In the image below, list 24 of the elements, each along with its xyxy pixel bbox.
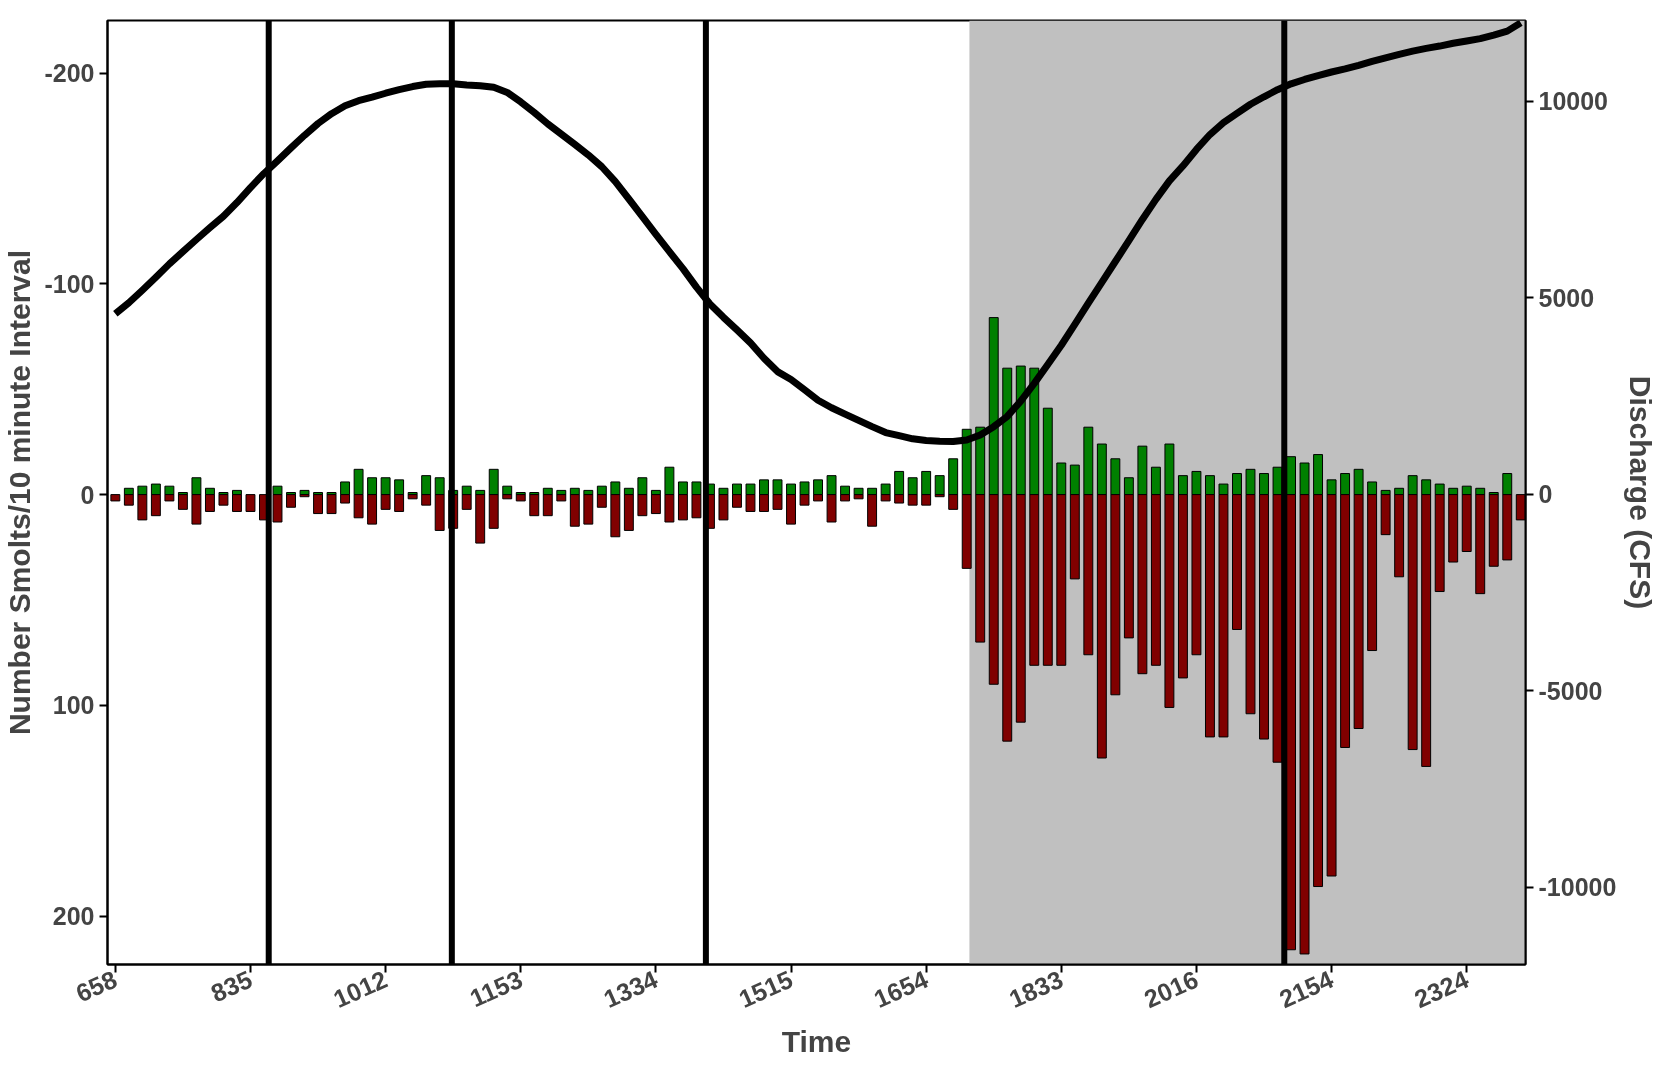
x-tick-label: 1153 — [465, 964, 527, 1013]
y2-axis-title: Discharge (CFS) — [1624, 375, 1658, 610]
x-tick-label: 1515 — [734, 964, 797, 1013]
x-tick-label: 1334 — [599, 964, 662, 1013]
y-axis-title: Number Smolts/10 minute Interval — [3, 249, 37, 736]
y2-tick-label: 5000 — [1538, 283, 1595, 312]
y-tick-label: -100 — [44, 269, 95, 298]
y-tick-label: 0 — [80, 480, 95, 509]
x-tick-label: 1833 — [1004, 964, 1068, 1013]
y-tick-label: 100 — [52, 691, 95, 720]
y2-tick-label: 0 — [1538, 480, 1553, 509]
x-tick-label: 835 — [206, 964, 257, 1008]
y2-tick-label: 10000 — [1538, 87, 1609, 116]
x-tick-label: 1654 — [869, 964, 932, 1013]
y-tick-label: -200 — [44, 59, 95, 88]
x-axis-title: Time — [781, 1024, 852, 1058]
x-tick-label: 658 — [71, 964, 122, 1008]
x-tick-label: 2154 — [1275, 964, 1338, 1013]
y-tick-label: 200 — [52, 902, 95, 931]
x-tick-label: 1012 — [329, 964, 392, 1013]
y2-tick-label: -10000 — [1538, 873, 1617, 902]
y2-tick-label: -5000 — [1538, 676, 1603, 705]
x-tick-label: 2016 — [1139, 964, 1203, 1013]
x-tick-label: 2324 — [1410, 964, 1473, 1013]
